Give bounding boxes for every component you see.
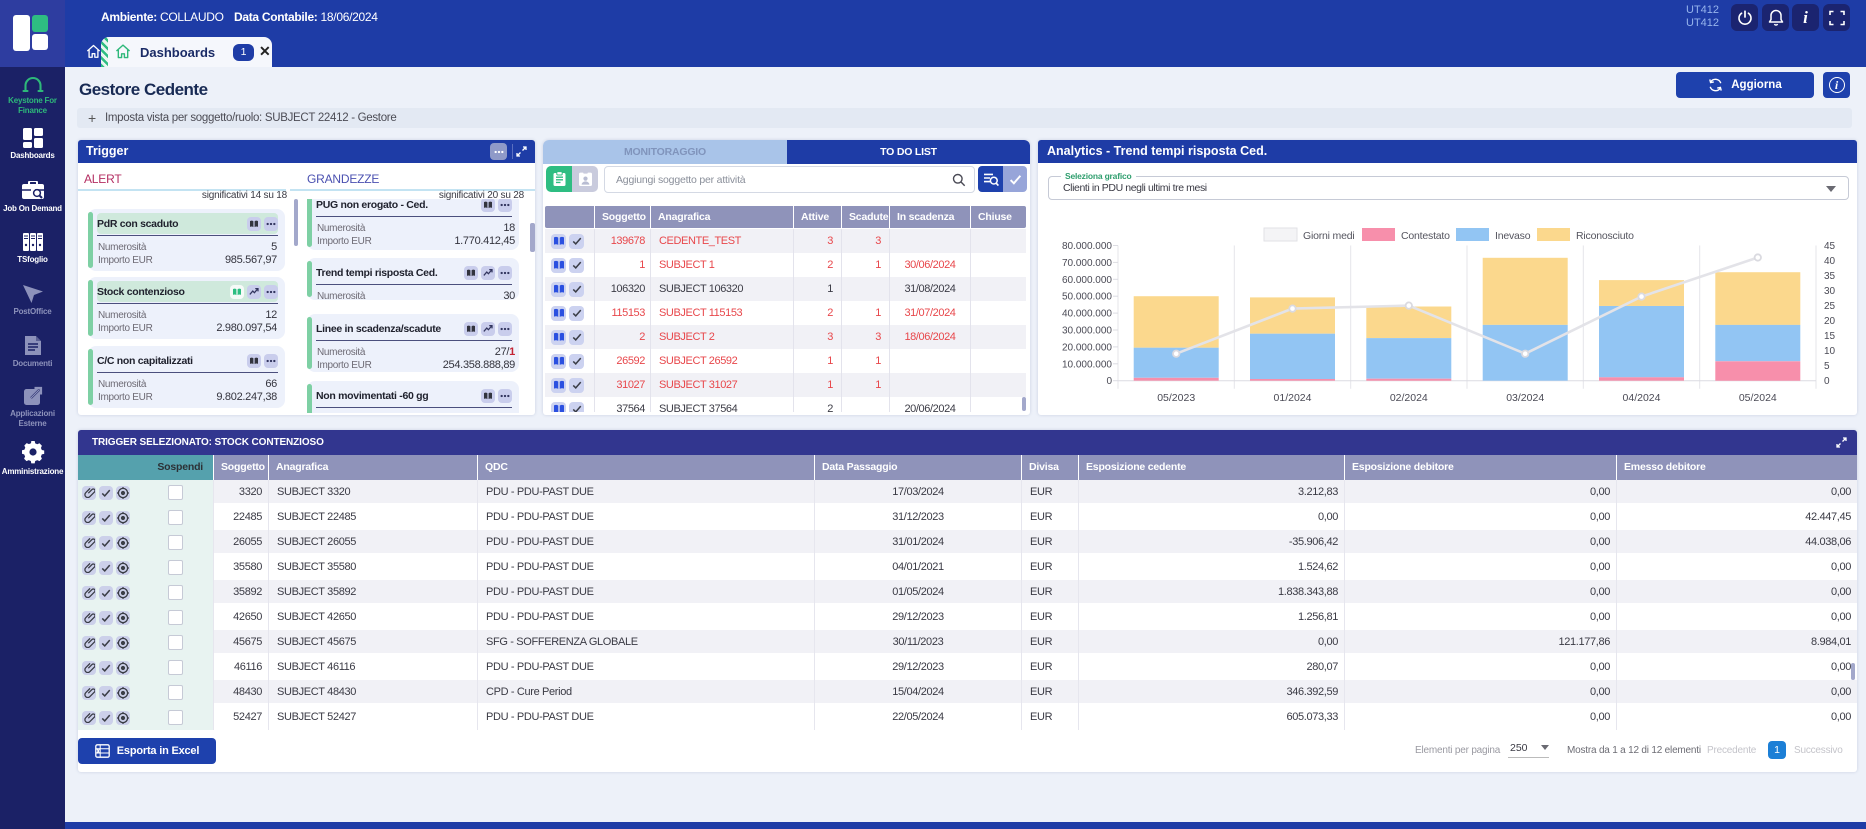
svg-text:15: 15 bbox=[1824, 331, 1836, 342]
svg-text:25: 25 bbox=[1824, 301, 1836, 312]
svg-text:5: 5 bbox=[1824, 361, 1830, 372]
svg-text:04/2024: 04/2024 bbox=[1623, 392, 1661, 404]
svg-text:0: 0 bbox=[1824, 376, 1830, 387]
svg-text:70.000.000: 70.000.000 bbox=[1062, 258, 1112, 269]
svg-text:10.000.000: 10.000.000 bbox=[1062, 359, 1112, 370]
svg-text:45: 45 bbox=[1824, 241, 1836, 252]
svg-text:05/2023: 05/2023 bbox=[1157, 392, 1195, 404]
svg-text:02/2024: 02/2024 bbox=[1390, 392, 1428, 404]
svg-text:Riconosciuto: Riconosciuto bbox=[1576, 230, 1634, 242]
svg-text:60.000.000: 60.000.000 bbox=[1062, 275, 1112, 286]
svg-text:80.000.000: 80.000.000 bbox=[1062, 241, 1112, 252]
svg-text:30.000.000: 30.000.000 bbox=[1062, 326, 1112, 337]
svg-text:50.000.000: 50.000.000 bbox=[1062, 292, 1112, 303]
svg-text:0: 0 bbox=[1106, 376, 1112, 387]
svg-text:20: 20 bbox=[1824, 316, 1836, 327]
svg-text:20.000.000: 20.000.000 bbox=[1062, 342, 1112, 353]
svg-text:Giorni medi: Giorni medi bbox=[1303, 230, 1354, 242]
svg-text:40: 40 bbox=[1824, 256, 1836, 267]
svg-text:40.000.000: 40.000.000 bbox=[1062, 309, 1112, 320]
svg-text:Contestato: Contestato bbox=[1401, 230, 1450, 242]
svg-text:35: 35 bbox=[1824, 271, 1836, 282]
svg-text:03/2024: 03/2024 bbox=[1506, 392, 1544, 404]
svg-text:30: 30 bbox=[1824, 286, 1836, 297]
svg-text:05/2024: 05/2024 bbox=[1739, 392, 1777, 404]
svg-text:01/2024: 01/2024 bbox=[1274, 392, 1312, 404]
svg-text:10: 10 bbox=[1824, 346, 1836, 357]
svg-text:Inevaso: Inevaso bbox=[1495, 230, 1531, 242]
